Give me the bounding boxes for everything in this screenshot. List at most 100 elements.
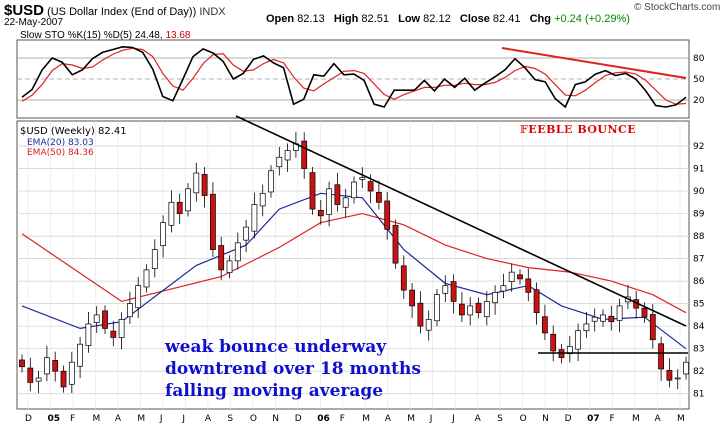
candle-up: [442, 285, 449, 294]
candle-up: [226, 260, 233, 273]
candle-up: [85, 323, 92, 346]
x-tick-label: 06: [317, 414, 330, 424]
candle-down: [658, 343, 664, 370]
candle-down: [550, 333, 557, 352]
candle-down: [367, 181, 374, 192]
price-tick-label-83: 83: [693, 345, 704, 355]
x-tick-label: F: [610, 414, 615, 424]
candle-up: [185, 188, 191, 212]
symbol-title: $USD (US Dollar Index (End of Day)) INDX: [4, 2, 226, 19]
ohlc-readout: Open 82.13 High 82.51 Low 82.12 Close 82…: [266, 13, 630, 25]
price-tick-label-88: 88: [693, 232, 705, 242]
x-tick-label: F: [70, 414, 75, 424]
x-tick-label: J: [451, 414, 455, 424]
x-tick-label: S: [497, 414, 503, 424]
candle-up: [483, 301, 490, 318]
price-tick-label-86: 86: [693, 277, 705, 287]
candle-up: [600, 314, 606, 322]
candle-up: [127, 303, 133, 318]
candle-up: [118, 319, 125, 338]
candle-down: [27, 367, 34, 383]
candle-down: [52, 360, 59, 372]
candle-down: [525, 278, 532, 293]
candle-down: [450, 281, 457, 302]
candle-up: [77, 343, 83, 367]
candle-up: [259, 192, 266, 207]
x-tick-label: D: [25, 414, 32, 424]
candle-down: [218, 245, 225, 271]
price-tick-label-87: 87: [693, 255, 704, 265]
stoch-axis-ticks: 20 50 80: [693, 54, 705, 106]
x-tick-label: N: [272, 414, 279, 424]
price-tick-label-92: 92: [693, 142, 704, 152]
x-axis-ticks: D 05 F M A M J J A S O N D 06 F M A M J J A S O N D 07 F M A M: [25, 414, 685, 424]
price-panel-frame: [16, 120, 690, 410]
candle-up: [151, 249, 158, 269]
candle-up: [359, 177, 366, 180]
x-tick-label: A: [385, 414, 392, 424]
candle-down: [542, 316, 548, 334]
candle-down: [517, 274, 523, 280]
candle-down: [309, 172, 316, 210]
x-tick-label: O: [520, 414, 527, 424]
x-tick-label: O: [250, 414, 257, 424]
x-tick-label: M: [677, 414, 685, 424]
candle-down: [384, 200, 391, 230]
candle-up: [160, 222, 166, 246]
candle-down: [60, 370, 67, 388]
candle-up: [342, 197, 349, 208]
x-tick-label: J: [181, 414, 185, 424]
candle-up: [467, 305, 474, 316]
x-tick-label: M: [407, 414, 415, 424]
price-tick-label-91: 91: [693, 165, 704, 175]
chart-date: 22-May-2007: [4, 17, 63, 28]
stoch-tick-label-80: 80: [693, 54, 705, 64]
price-gridlines: [17, 121, 689, 409]
price-tick-label-84: 84: [693, 322, 705, 332]
x-tick-label: J: [159, 414, 163, 424]
annotation-line-2: downtrend over 18 months: [165, 359, 421, 379]
candle-up: [591, 316, 598, 322]
x-tick-label: M: [362, 414, 370, 424]
price-legend-ema50: EMA(50) 84.36: [27, 148, 94, 158]
candle-down: [176, 201, 183, 214]
candle-down: [317, 210, 324, 217]
candle-up: [351, 181, 357, 199]
x-tick-label: A: [115, 414, 122, 424]
price-axis-ticks: 81 82 83 84 85 86 87 88 89 90 91 92: [693, 142, 705, 400]
annotation-line-1: weak bounce underway: [164, 337, 387, 357]
feeble-bounce-label: FEEBLE BOUNCE: [520, 123, 636, 136]
price-legend-main: $USD (Weekly) 82.41: [20, 126, 127, 137]
candle-up: [500, 285, 507, 292]
candle-up: [492, 292, 498, 304]
price-tick-label-82: 82: [693, 367, 704, 377]
candle-up: [284, 150, 291, 161]
x-tick-label: N: [542, 414, 549, 424]
candle-down: [376, 192, 382, 203]
candle-down: [459, 303, 465, 316]
candle-down: [110, 330, 117, 338]
candle-down: [210, 193, 216, 250]
candle-down: [649, 314, 656, 341]
candle-up: [93, 314, 100, 323]
price-legend-ema20: EMA(20) 83.03: [27, 138, 94, 148]
x-tick-label: D: [295, 414, 302, 424]
candle-down: [608, 315, 615, 323]
candle-up: [243, 226, 249, 241]
candle-down: [102, 310, 108, 329]
price-tick-label-90: 90: [693, 187, 705, 197]
candle-up: [268, 170, 274, 193]
candle-down: [201, 174, 208, 196]
candle-down: [533, 289, 540, 314]
x-tick-label: F: [340, 414, 345, 424]
candle-up: [674, 377, 681, 380]
candle-up: [251, 204, 258, 232]
candle-down: [666, 369, 673, 381]
stoch-legend: Slow STO %K(15) %D(5) 24.48, 13.68: [20, 30, 191, 41]
candle-down: [19, 359, 25, 368]
candle-down: [417, 302, 424, 327]
candles: [19, 131, 689, 394]
stoch-tick-label-50: 50: [693, 75, 705, 85]
x-tick-label: 05: [47, 414, 60, 424]
